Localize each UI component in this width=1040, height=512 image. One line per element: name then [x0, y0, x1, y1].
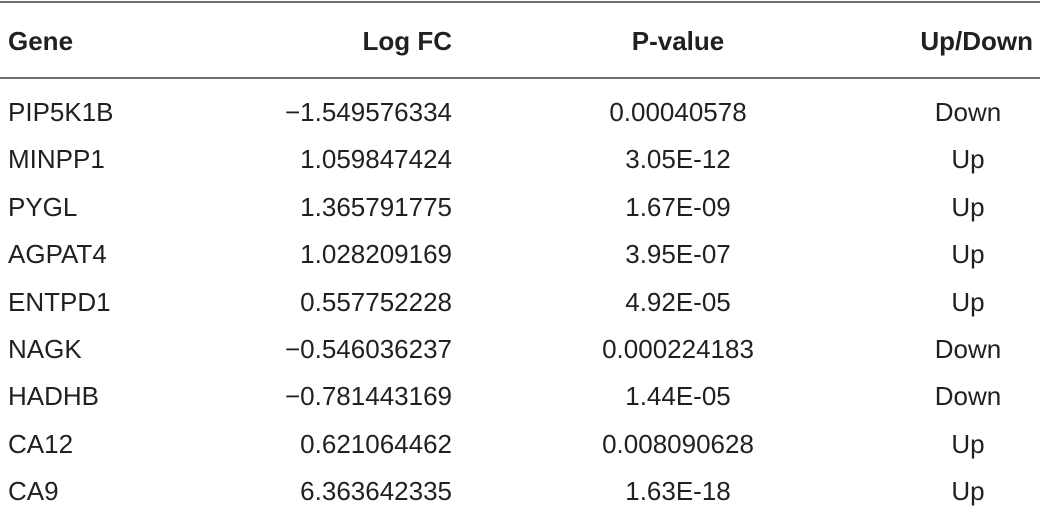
table-cell: 0.621064462 [300, 428, 452, 459]
table-cell: 1.365791775 [300, 191, 452, 222]
table-cell: CA9 [8, 476, 59, 507]
table-cell: 1.63E-18 [625, 476, 731, 507]
table-cell: Up [951, 428, 985, 459]
top-rule [0, 1, 1040, 3]
table-cell: Down [934, 97, 1002, 127]
header-cell: Up/Down [920, 26, 1033, 56]
header-cell: Gene [8, 26, 74, 56]
table-cell: Up [951, 191, 985, 222]
table-cell: 1.028209169 [300, 239, 452, 270]
header-rule [0, 77, 1040, 79]
table-cell: 4.92E-05 [625, 286, 731, 317]
table-cell: 1.67E-09 [625, 191, 731, 222]
table-cell: Down [934, 381, 1002, 412]
table-cell: AGPAT4 [8, 239, 107, 270]
table-cell: CA12 [8, 428, 74, 459]
table-cell: 3.05E-12 [625, 144, 731, 175]
table-cell: Up [951, 144, 985, 175]
table-cell: Down [934, 334, 1002, 364]
table-cell: PIP5K1B [8, 97, 114, 127]
table-cell: −0.546036237 [284, 334, 452, 364]
table-cell: −0.781443169 [284, 381, 452, 412]
table-cell: 0.000224183 [602, 334, 754, 364]
table-cell: 1.059847424 [300, 144, 452, 175]
table-cell: 0.00040578 [609, 97, 747, 127]
table-cell: 6.363642335 [300, 476, 452, 507]
table-cell: Up [951, 476, 985, 507]
table-cell: PYGL [8, 191, 78, 222]
table-cell: −1.549576334 [284, 97, 452, 127]
header-cell: P-value [631, 26, 725, 56]
table-cell: NAGK [8, 334, 82, 364]
table-cell: 1.44E-05 [625, 381, 731, 412]
table-cell: MINPP1 [8, 144, 105, 175]
table-cell: HADHB [8, 381, 100, 412]
table-cell: 3.95E-07 [625, 239, 731, 270]
header-cell: Log FC [362, 26, 452, 56]
table-cell: Up [951, 239, 985, 270]
table-cell: 0.557752228 [300, 286, 452, 317]
table-cell: 0.008090628 [602, 428, 754, 459]
table-cell: ENTPD1 [8, 286, 111, 317]
table-cell: Up [951, 286, 985, 317]
